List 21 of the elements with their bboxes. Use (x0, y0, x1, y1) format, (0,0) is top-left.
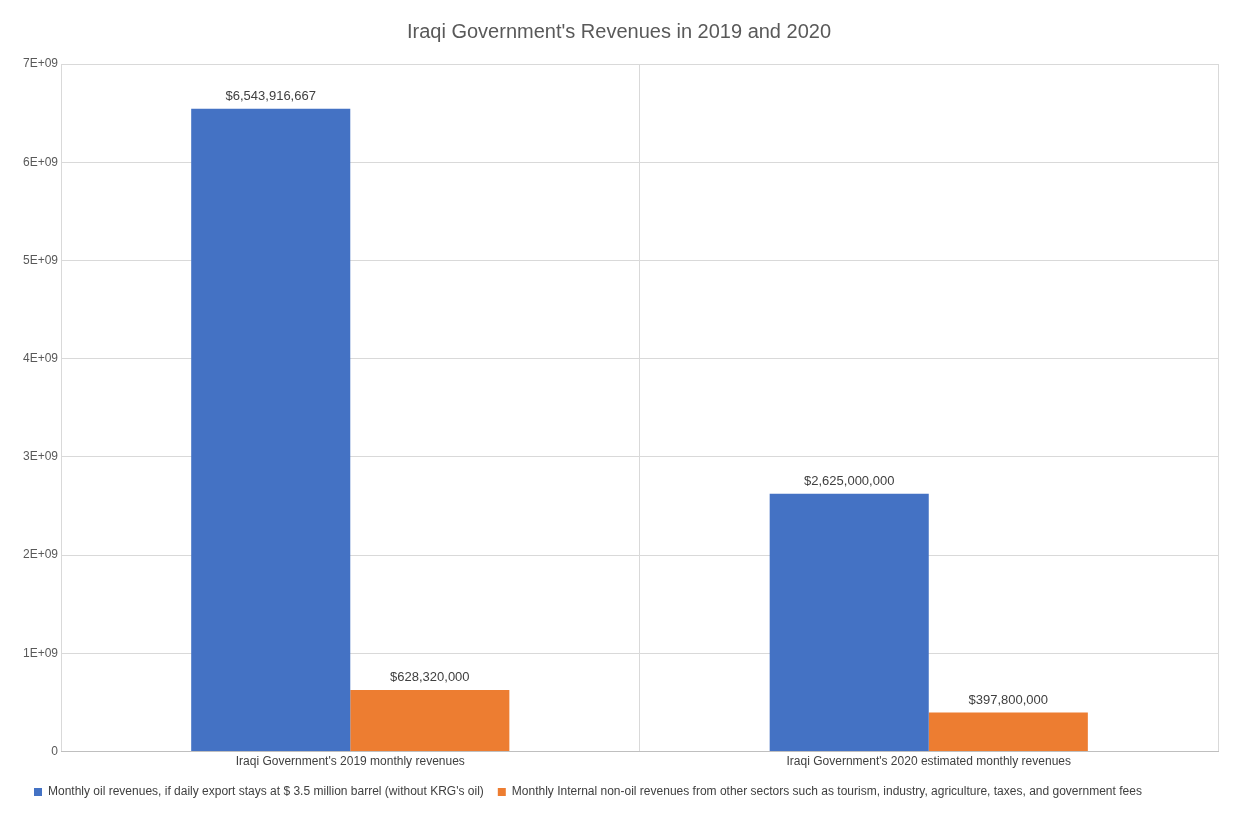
y-tick-label: 6E+09 (22, 154, 59, 169)
data-label: $397,800,000 (968, 691, 1049, 707)
bar (350, 689, 510, 752)
y-tick-label: 3E+09 (22, 449, 59, 464)
y-tick-label: 1E+09 (22, 645, 59, 660)
y-tick-label: 5E+09 (22, 252, 59, 267)
y-tick-label: 4E+09 (22, 351, 59, 365)
bar (769, 493, 929, 752)
x-tick-label: Iraqi Government's 2019 monthly revenues (235, 754, 465, 769)
chart-title: Iraqi Government's Revenues in 2019 and 2020 (406, 19, 832, 42)
y-tick-label: 0 (51, 743, 59, 758)
y-tick-label: 7E+09 (22, 56, 59, 71)
bar (191, 108, 351, 752)
data-label: $628,320,000 (390, 668, 470, 684)
data-label: $2,625,000,000 (804, 472, 895, 488)
y-tick-label: 2E+09 (22, 547, 59, 562)
x-tick-label: Iraqi Government's 2020 estimated monthly revenues (786, 754, 1071, 769)
bar (928, 712, 1088, 752)
legend-label: Monthly oil revenues, if daily export stays at $ 3.5 million barrel (without KRG's oil) (48, 784, 484, 799)
data-label: $6,543,916,667 (225, 87, 316, 103)
legend-label: Monthly Internal non-oil revenues from other sectors such as tourism, industry, agriculture, taxes, and government fees (511, 784, 1142, 799)
